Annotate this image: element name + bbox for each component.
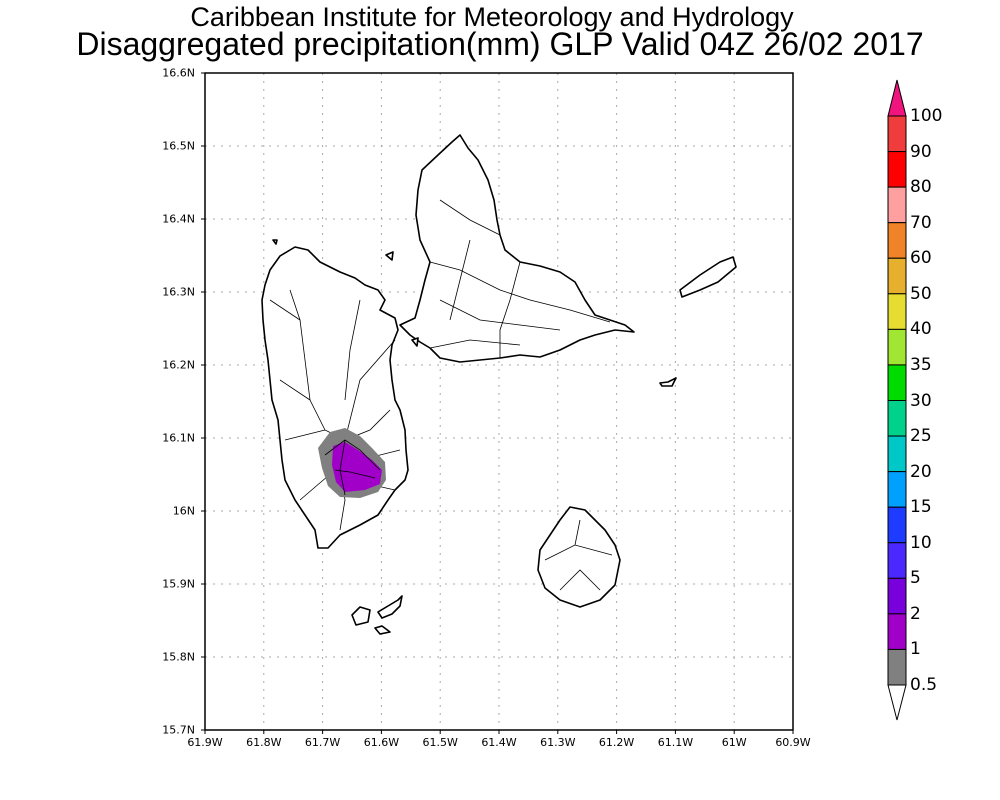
colorbar-swatch [887, 222, 907, 259]
marie-galante-island [537, 506, 621, 608]
colorbar-swatch [887, 400, 907, 437]
colorbar-label: 10 [910, 532, 932, 553]
colorbar-label: 70 [910, 212, 932, 233]
lat-tick-label: 16.1N [162, 431, 195, 445]
lat-tick-label: 16.2N [162, 358, 195, 372]
colorbar-label: 1 [910, 639, 921, 660]
lat-tick-label: 15.7N [162, 723, 195, 737]
colorbar-label: 35 [910, 354, 932, 375]
colorbar-swatch [887, 364, 907, 401]
colorbar-swatch [887, 328, 907, 366]
lat-tick-label: 16.5N [162, 139, 195, 153]
colorbar-swatch [887, 257, 907, 295]
la-desirade-island [679, 256, 737, 298]
islet [272, 239, 419, 347]
lon-tick-label: 61.9W [187, 736, 223, 749]
precipitation-field [318, 428, 386, 498]
colorbar-over-triangle [887, 79, 907, 117]
colorbar-swatch [887, 435, 907, 473]
lon-tick-label: 61W [721, 736, 747, 749]
colorbar-swatch [887, 542, 907, 579]
lon-tick-label: 61.6W [363, 736, 400, 749]
lat-tick-label: 16.6N [162, 66, 195, 80]
colorbar-swatch [887, 293, 907, 330]
lon-tick-label: 61.5W [422, 736, 458, 749]
colorbar-label: 50 [910, 283, 932, 304]
lat-tick-label: 16.4N [162, 212, 195, 226]
les-saintes-islands [351, 595, 403, 635]
lat-tick-label: 15.8N [162, 650, 195, 664]
lon-tick-label: 61.1W [657, 736, 694, 749]
petite-terre-island [659, 377, 677, 387]
lat-tick-label: 15.9N [162, 577, 195, 591]
grande-terre-island [399, 134, 635, 363]
colorbar-swatch [887, 471, 907, 508]
lon-tick-label: 61.8W [246, 736, 282, 749]
colorbar-under-triangle [887, 684, 907, 721]
colorbar-swatch [887, 151, 907, 188]
colorbar-label: 5 [910, 568, 921, 589]
lon-tick-label: 61.3W [540, 736, 576, 749]
colorbar-label: 15 [910, 497, 932, 518]
colorbar-label: 0.5 [910, 675, 938, 695]
colorbar-swatch [887, 506, 907, 544]
lon-tick-label: 61.4W [481, 736, 517, 749]
colorbar-label: 80 [910, 177, 932, 198]
precip-1-2mm-area [332, 442, 382, 492]
lon-tick-label: 60.9W [775, 736, 811, 749]
colorbar-swatch [887, 648, 907, 686]
colorbar-swatch [887, 577, 907, 615]
colorbar-swatch [887, 186, 907, 224]
axis-ticks [201, 72, 794, 734]
chart-title: Caribbean Institute for Meteorology and … [190, 2, 794, 32]
colorbar-label: 2 [910, 603, 921, 624]
colorbar-label: 100 [910, 106, 943, 126]
colorbar-swatch [887, 115, 907, 153]
colorbar-swatch [887, 613, 907, 650]
lon-tick-label: 61.2W [598, 736, 635, 749]
chart-subtitle: Disaggregated precipitation(mm) GLP Vali… [76, 26, 924, 62]
lon-tick-label: 61.7W [304, 736, 341, 749]
basse-terre-island [261, 246, 409, 549]
colorbar-label: 60 [910, 248, 932, 269]
colorbar-label: 25 [910, 426, 932, 447]
colorbar-label: 30 [910, 390, 932, 411]
lat-tick-label: 16N [172, 504, 195, 518]
colorbar [887, 79, 907, 721]
colorbar-label: 40 [910, 319, 932, 340]
colorbar-label: 90 [910, 141, 932, 162]
colorbar-label: 20 [910, 461, 932, 482]
lat-tick-label: 16.3N [162, 285, 195, 299]
